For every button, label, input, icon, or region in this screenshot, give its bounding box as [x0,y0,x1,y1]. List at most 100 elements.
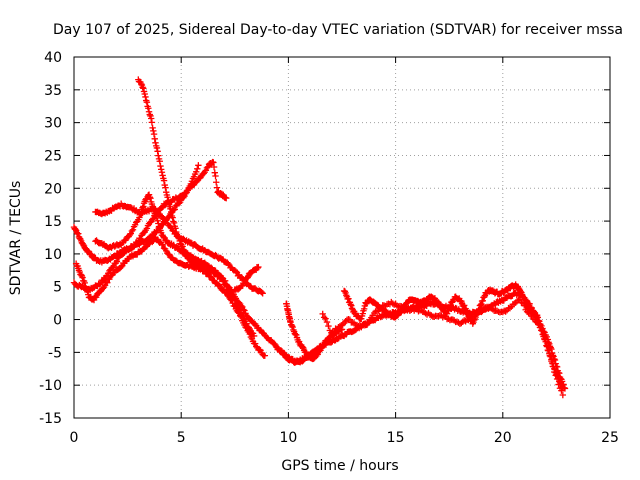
data-point [254,264,261,272]
data-point [155,220,162,227]
data-point [136,214,143,221]
data-point [475,309,482,316]
data-point [128,227,136,235]
data-point [538,327,545,334]
data-point [511,300,518,308]
data-point [109,264,116,271]
data-point [145,108,153,115]
data-point [549,363,557,370]
data-point [104,279,111,286]
data-point [345,295,352,302]
data-point [542,335,549,343]
data-point [147,115,155,122]
data-point [146,111,153,118]
data-point [223,194,230,202]
data-point [359,310,366,317]
data-point [502,308,509,315]
data-point [545,347,552,354]
data-point [517,288,524,295]
data-point [516,296,524,303]
y-tick-label: 15 [44,214,62,230]
data-point [347,301,354,308]
data-point [390,301,398,308]
y-tick-label: 35 [44,83,62,99]
data-point [170,219,178,227]
data-point [328,329,335,337]
y-tick-label: 5 [53,280,62,296]
data-point [299,344,306,351]
data-point [259,290,266,297]
data-point [243,320,250,327]
data-point [79,274,86,281]
data-point [146,194,153,201]
series-track-f [92,191,258,340]
y-tick-label: -5 [48,345,62,361]
data-marks [70,76,569,399]
data-point [117,263,125,271]
data-point [306,352,314,359]
data-point [157,162,164,170]
data-point [223,282,230,289]
data-point [210,159,217,166]
data-point [255,263,262,271]
y-tick-label: 40 [44,50,62,66]
data-point [555,381,562,388]
data-point [162,217,170,224]
data-point [212,172,219,180]
data-point [145,105,152,112]
data-point [551,368,558,376]
data-point [430,313,438,321]
data-point [175,200,183,207]
chart-title: Day 107 of 2025, Sidereal Day-to-day VTE… [53,22,623,38]
data-point [314,351,321,358]
x-tick-label: 0 [70,430,79,446]
y-tick-label: 30 [44,116,62,132]
data-point [553,375,561,383]
data-point [289,323,296,331]
data-point [73,229,81,236]
data-point [150,130,158,138]
data-point [142,93,149,101]
data-point [193,178,200,186]
data-point [159,172,166,179]
data-point [250,332,258,340]
data-point [159,221,167,228]
data-point [271,340,278,348]
data-point [479,297,486,304]
data-point [148,119,156,126]
data-point [149,124,156,132]
data-point [139,204,146,211]
data-point [435,312,442,320]
data-point [320,314,328,321]
data-point [244,274,251,281]
data-point [140,85,147,92]
y-tick-label: -15 [39,411,62,427]
data-point [143,225,151,232]
data-point [126,231,133,239]
data-point [538,327,546,335]
data-point [232,268,240,275]
data-point [291,330,299,337]
data-point [158,204,166,212]
data-point [153,214,161,222]
data-point [463,307,470,314]
data-point [325,322,332,330]
series-track-j [340,281,567,392]
data-point [529,314,537,322]
data-point [179,243,186,250]
data-point [552,372,559,379]
data-point [525,309,532,317]
y-tick-label: 25 [44,148,62,164]
data-point [478,300,485,308]
data-point [360,305,368,313]
data-point [253,343,260,350]
data-point [159,241,167,249]
data-point [139,84,146,91]
data-point [462,318,469,325]
data-point [153,144,161,152]
data-point [440,312,448,319]
data-point [140,203,147,210]
data-point [558,387,565,394]
data-point [373,308,381,315]
